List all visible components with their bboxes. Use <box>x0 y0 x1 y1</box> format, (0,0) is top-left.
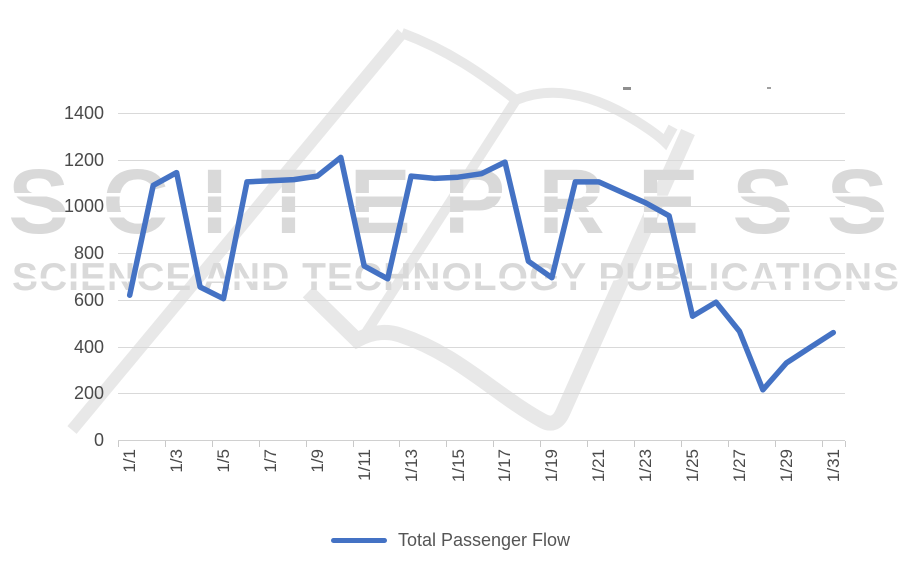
x-axis-tick <box>399 441 400 447</box>
x-tick-label-1-19: 1/19 <box>542 449 562 483</box>
x-axis-tick <box>587 441 588 447</box>
x-tick-label-1-7: 1/7 <box>260 449 280 473</box>
x-axis-tick <box>212 441 213 447</box>
y-tick-label: 0 <box>93 430 104 450</box>
x-axis-tick <box>118 441 119 447</box>
gridline-0 <box>118 440 845 441</box>
y-tick-label: 200 <box>73 383 104 404</box>
x-axis-tick <box>681 441 682 447</box>
watermark-scitepress-text: SCITEPRESS <box>8 156 901 248</box>
x-axis-tick <box>540 441 541 447</box>
x-tick-label-1-15: 1/15 <box>448 449 468 483</box>
x-axis-tick <box>165 441 166 447</box>
y-tick-label: 800 <box>73 243 104 264</box>
x-axis-tick <box>306 441 307 447</box>
gridline-600 <box>118 299 845 301</box>
y-tick-label: 1400 <box>63 103 104 123</box>
y-tick-label: 400 <box>73 336 104 357</box>
x-axis-tick <box>634 441 635 447</box>
legend-label: Total Passenger Flow <box>397 529 571 550</box>
y-tick-label: 600 <box>73 289 104 310</box>
gridline-800 <box>118 253 845 255</box>
stray-mark <box>767 87 771 89</box>
y-tick-label: 1000 <box>63 196 104 217</box>
x-tick-label-1-25: 1/25 <box>683 449 703 483</box>
x-axis-tick <box>353 441 354 447</box>
x-axis-tick <box>728 441 729 447</box>
x-tick-label-1-31: 1/31 <box>823 449 843 483</box>
x-axis-tick <box>446 441 447 447</box>
gridline-400 <box>118 346 845 348</box>
x-axis-tick <box>259 441 260 447</box>
x-tick-label-1-29: 1/29 <box>776 449 796 483</box>
x-axis-tick <box>845 441 846 447</box>
x-tick-label-1-17: 1/17 <box>495 449 515 483</box>
x-axis-tick <box>493 441 494 447</box>
x-tick-label-1-13: 1/13 <box>401 449 421 483</box>
legend: Total Passenger Flow <box>0 526 901 554</box>
x-axis-tick <box>775 441 776 447</box>
gridline-1400 <box>118 113 845 114</box>
watermark-subtitle-text: SCIENCE AND TECHNOLOGY PUBLICATIONS <box>12 256 900 299</box>
x-tick-label-1-11: 1/11 <box>354 449 374 481</box>
y-tick-label: 1200 <box>63 149 104 170</box>
stray-mark <box>623 87 631 90</box>
x-axis-tick <box>822 441 823 447</box>
x-tick-label-1-3: 1/3 <box>167 449 187 473</box>
x-tick-label-1-27: 1/27 <box>729 449 749 483</box>
gridline-200 <box>118 393 845 395</box>
x-tick-label-1-9: 1/9 <box>307 449 327 473</box>
x-tick-label-1-23: 1/23 <box>636 449 656 483</box>
x-tick-label-1-5: 1/5 <box>214 449 234 473</box>
x-tick-label-1-1: 1/1 <box>120 449 140 473</box>
legend-line-swatch <box>330 537 387 543</box>
x-tick-label-1-21: 1/21 <box>589 449 609 483</box>
